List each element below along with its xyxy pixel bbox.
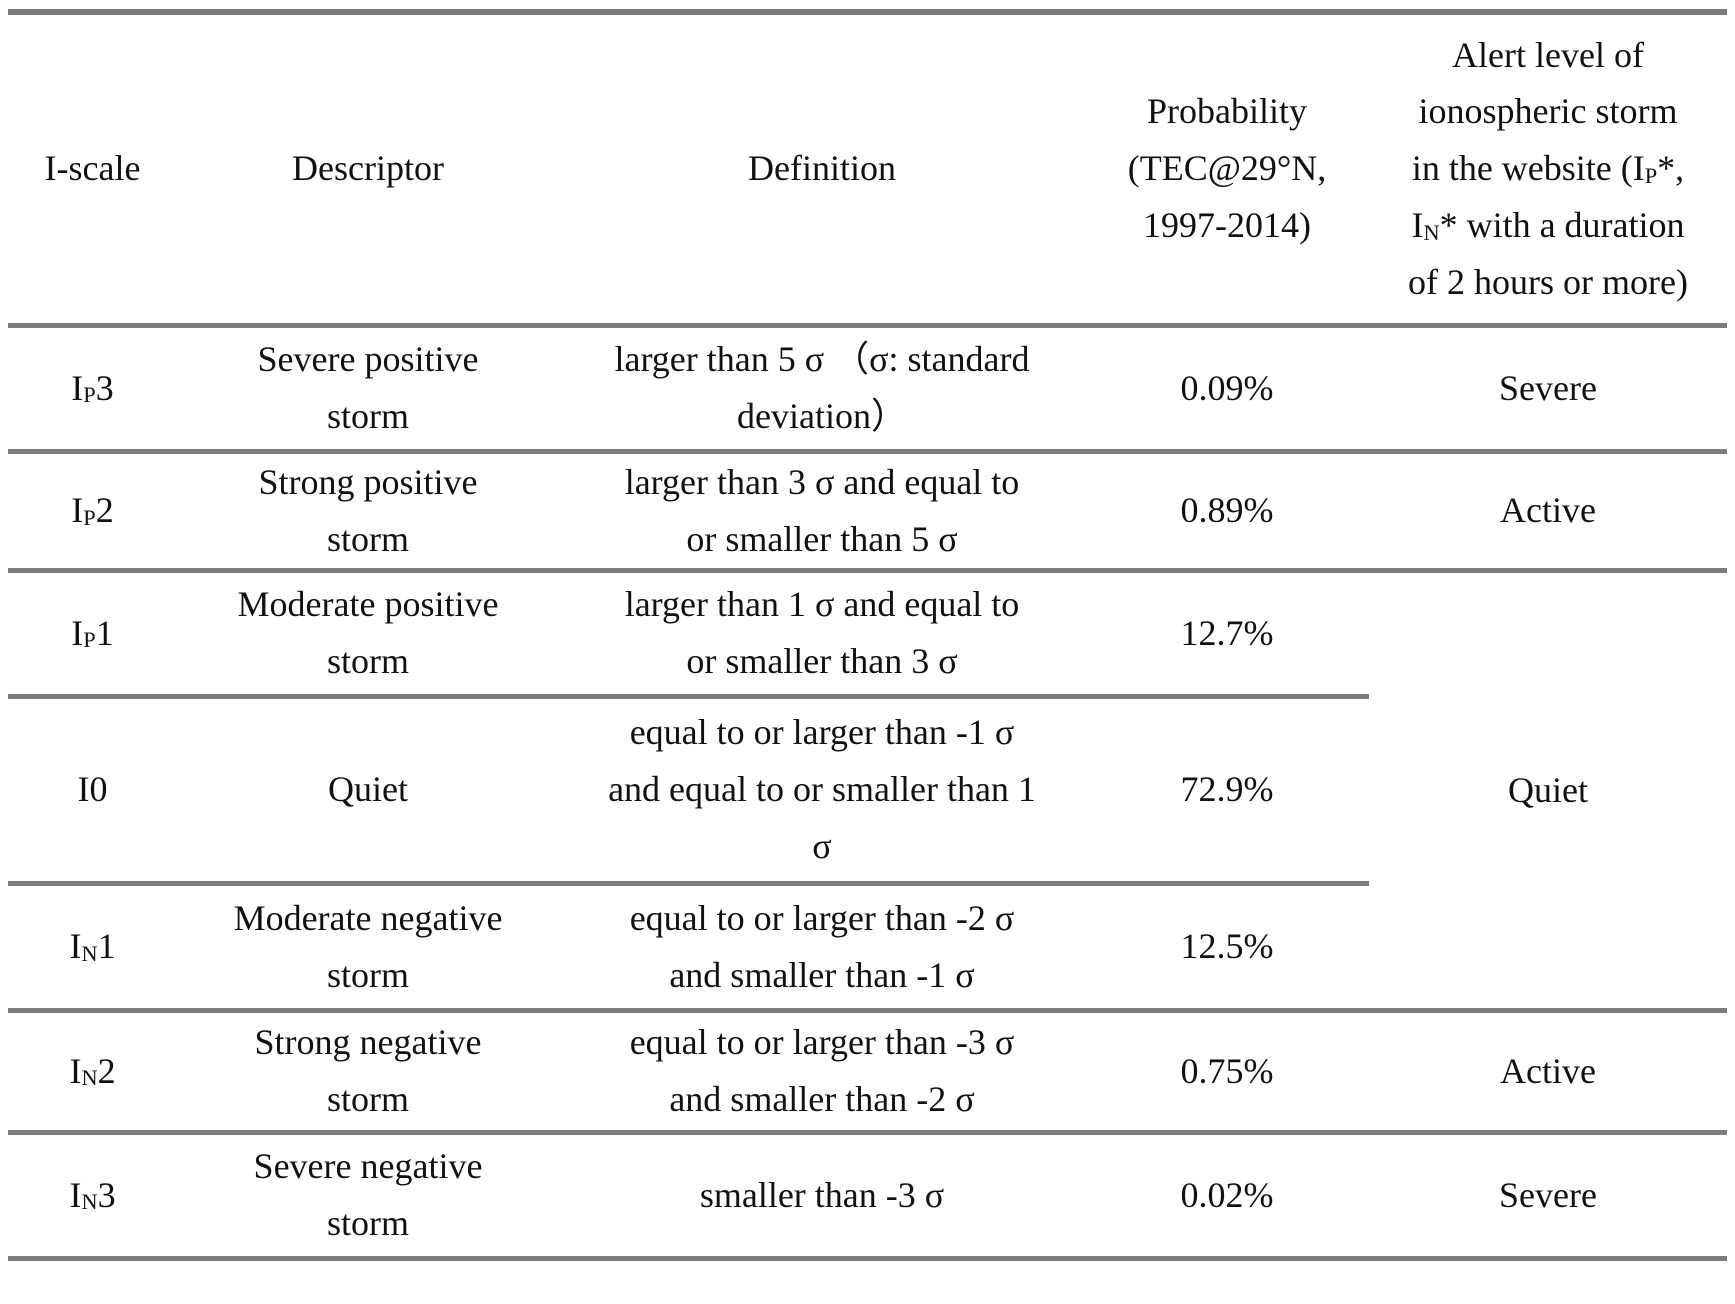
col-header-probability: Probability (TEC@29°N, 1997-2014): [1085, 12, 1369, 328]
definition-cell: equal to or larger than -2 σ and smaller…: [559, 883, 1085, 1013]
table-row: IN2 Strong negative storm equal to or la…: [8, 1010, 1727, 1135]
definition-cell: equal to or larger than -3 σ and smaller…: [559, 1010, 1085, 1135]
table-row: IP2 Strong positive storm larger than 3 …: [8, 451, 1727, 573]
scale-number: 1: [97, 926, 116, 967]
scale-number: 0: [89, 769, 108, 810]
col-header-i-scale: I-scale: [8, 12, 177, 328]
descriptor-cell: Moderate positive storm: [177, 570, 559, 699]
alert-cell: Active: [1369, 451, 1727, 573]
definition-cell: equal to or larger than -1 σ and equal t…: [559, 696, 1085, 886]
scale-label: I: [71, 612, 84, 653]
probability-cell: 12.7%: [1085, 570, 1369, 699]
i-scale-cell: I0: [8, 696, 177, 886]
definition-cell: smaller than -3 σ: [699, 1174, 945, 1215]
scale-label: I: [69, 1174, 82, 1215]
alert-cell-merged-quiet: Quiet: [1369, 570, 1727, 1013]
descriptor-cell: Moderate negative storm: [177, 883, 559, 1013]
subscript: P: [83, 382, 96, 408]
probability-cell: 0.02%: [1180, 1174, 1274, 1215]
col-header-definition: Definition: [559, 12, 1085, 328]
alert-cell: Severe: [1499, 1174, 1597, 1215]
scale-label: I: [69, 1050, 82, 1091]
probability-cell: 72.9%: [1085, 696, 1369, 886]
scale-label: I: [77, 769, 90, 810]
table-row: I0 Quiet equal to or larger than -1 σ an…: [8, 696, 1727, 886]
i-scale-cell: IP2: [8, 451, 177, 573]
i-scale-cell: IN3: [8, 1132, 177, 1258]
descriptor-cell: Strong negative storm: [177, 1010, 559, 1135]
table-row: IP3 Severe positive storm larger than 5 …: [8, 325, 1727, 454]
i-scale-cell: IP1: [8, 570, 177, 699]
scale-label: I: [71, 367, 84, 408]
table-row: IP1 Moderate positive storm larger than …: [8, 570, 1727, 1013]
scale-number: 1: [95, 612, 114, 653]
scale-number: 3: [97, 1174, 116, 1215]
probability-cell: 12.5%: [1085, 883, 1369, 1013]
subscript: N: [81, 1065, 98, 1091]
alert-cell: Active: [1369, 1010, 1727, 1135]
i-scale-cell: IN1: [8, 883, 177, 1013]
scale-label: I: [71, 490, 84, 531]
probability-cell: 0.89%: [1085, 451, 1369, 573]
subscript: P: [83, 504, 96, 530]
i-scale-cell: IP3: [8, 325, 177, 454]
header-row: I-scale Descriptor Definition Probabilit…: [8, 12, 1727, 328]
table-row: IN3 Severe negative storm smaller than -…: [8, 1132, 1727, 1258]
definition-cell: larger than 3 σ and equal to or smaller …: [559, 451, 1085, 573]
subscript: N: [1423, 219, 1440, 245]
scale-number: 3: [95, 367, 114, 408]
table-row: IN1 Moderate negative storm equal to or …: [8, 883, 1727, 1013]
subscript: N: [81, 1189, 98, 1215]
probability-cell: 0.75%: [1085, 1010, 1369, 1135]
descriptor-cell: Strong positive storm: [177, 451, 559, 573]
scale-number: 2: [95, 490, 114, 531]
alert-header-text: *, I: [1411, 148, 1685, 246]
definition-cell: larger than 5 σ （σ: standard deviation）: [559, 325, 1085, 454]
probability-cell: 0.09%: [1085, 325, 1369, 454]
definition-cell: larger than 1 σ and equal to or smaller …: [559, 570, 1085, 699]
subscript: N: [81, 940, 98, 966]
descriptor-cell: Severe negative storm: [253, 1146, 483, 1243]
alert-header-text: * with a duration of 2 hours or more): [1408, 205, 1688, 303]
i-scale-cell: IN2: [8, 1010, 177, 1135]
scale-number: 2: [97, 1050, 116, 1091]
descriptor-cell: Quiet: [177, 696, 559, 886]
subscript: P: [1644, 162, 1658, 188]
alert-header-text: Alert level of ionospheric storm in the …: [1411, 34, 1678, 189]
scale-label: I: [69, 926, 82, 967]
descriptor-cell: Severe positive storm: [177, 325, 559, 454]
alert-cell: Severe: [1369, 325, 1727, 454]
col-header-descriptor: Descriptor: [177, 12, 559, 328]
col-header-alert-level: Alert level of ionospheric storm in the …: [1369, 12, 1727, 328]
ionospheric-storm-scale-table: I-scale Descriptor Definition Probabilit…: [8, 9, 1727, 1261]
subscript: P: [83, 627, 96, 653]
